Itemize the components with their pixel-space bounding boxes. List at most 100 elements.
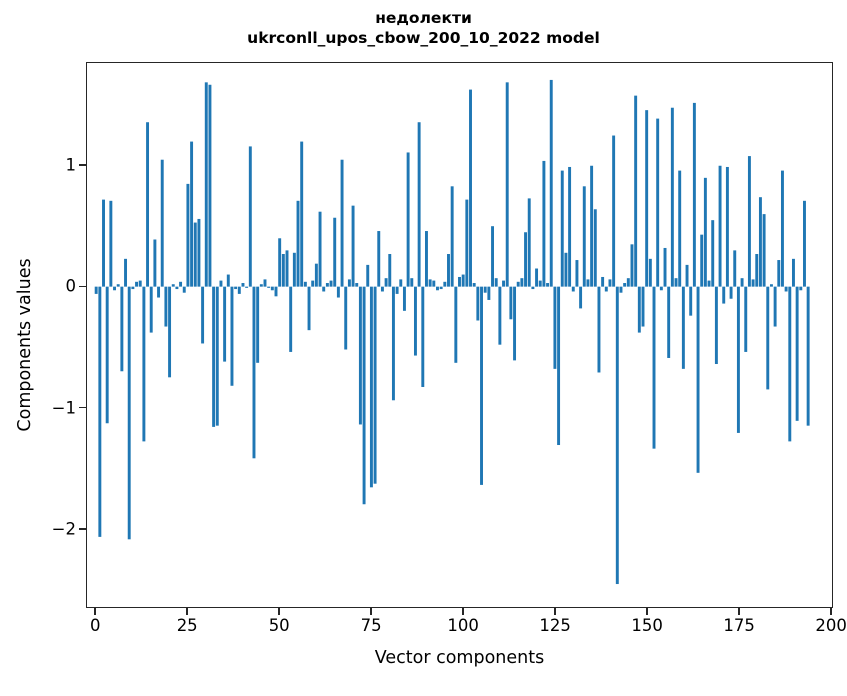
bar: [729, 286, 733, 299]
bar: [641, 286, 645, 327]
bar: [388, 254, 392, 287]
bar: [674, 278, 678, 287]
bar: [469, 89, 472, 287]
bar: [384, 278, 388, 287]
bar: [769, 284, 773, 287]
bar: [516, 281, 520, 287]
bar: [773, 286, 777, 327]
bar: [336, 286, 340, 298]
x-axis-label: Vector components: [374, 648, 545, 668]
bar: [491, 226, 494, 287]
bar: [648, 258, 652, 287]
x-tick-label: 100: [447, 616, 479, 635]
bar: [458, 276, 461, 287]
bar: [142, 286, 146, 442]
plot-area: [86, 62, 833, 608]
y-tick-mark: [79, 407, 86, 409]
bar: [428, 279, 432, 287]
bar: [267, 286, 271, 288]
bar: [391, 286, 395, 401]
y-tick-mark: [79, 164, 86, 166]
bar: [736, 286, 740, 433]
bar: [766, 286, 770, 390]
bar: [344, 286, 348, 350]
bar: [402, 286, 406, 311]
bar: [553, 286, 557, 369]
bar: [696, 286, 700, 473]
bar: [94, 286, 98, 294]
bar: [410, 278, 414, 287]
bar: [472, 283, 476, 287]
bar: [333, 217, 337, 287]
bar: [160, 159, 164, 287]
bar: [131, 286, 135, 290]
bar: [138, 280, 142, 287]
x-tick-label: 125: [539, 616, 571, 635]
bar: [667, 286, 671, 358]
bar: [788, 286, 792, 442]
bar: [450, 186, 454, 287]
bar: [447, 254, 450, 287]
bar: [597, 286, 601, 373]
bar: [436, 286, 439, 291]
bar: [582, 186, 586, 287]
bar: [380, 286, 384, 292]
bar: [494, 278, 498, 287]
bar: [461, 274, 465, 287]
bar: [498, 286, 502, 345]
x-tick-mark: [278, 608, 280, 615]
bar: [168, 286, 172, 378]
bar: [601, 276, 605, 287]
bar: [373, 286, 377, 484]
bar: [626, 278, 630, 287]
bar: [692, 102, 696, 287]
bar: [300, 141, 304, 287]
bar: [439, 286, 443, 290]
bar: [212, 286, 216, 427]
x-tick-mark: [462, 608, 464, 615]
bar: [208, 84, 212, 287]
bar: [685, 264, 689, 287]
bar: [571, 286, 575, 292]
bar: [241, 283, 245, 287]
bar: [700, 234, 704, 287]
bar: [281, 254, 285, 287]
bar: [513, 286, 517, 361]
bar: [237, 286, 241, 294]
bar: [153, 239, 157, 287]
bar: [681, 286, 685, 369]
bar: [568, 166, 572, 287]
bar: [425, 231, 428, 287]
bar: [799, 286, 803, 291]
bar: [707, 280, 711, 287]
bar: [590, 165, 594, 287]
bar: [116, 284, 120, 287]
bar: [604, 286, 608, 292]
bar: [358, 286, 362, 425]
bar: [303, 281, 307, 287]
bar: [806, 286, 810, 426]
x-tick-label: 200: [815, 616, 847, 635]
bar: [377, 231, 381, 287]
bar: [120, 286, 124, 372]
bar: [274, 286, 278, 297]
bar: [432, 280, 436, 287]
bar: [703, 177, 707, 287]
x-tick-label: 150: [631, 616, 663, 635]
bar: [102, 199, 105, 287]
bar: [557, 286, 561, 446]
bar: [531, 286, 535, 290]
x-tick-mark: [830, 608, 832, 615]
bar: [98, 286, 102, 537]
bar: [417, 122, 421, 287]
bar: [340, 159, 344, 287]
bar: [399, 279, 403, 287]
bar: [443, 281, 447, 287]
bar: [780, 170, 784, 287]
bar: [296, 200, 300, 287]
bar: [689, 286, 693, 316]
x-tick-mark: [186, 608, 188, 615]
bar: [476, 286, 480, 321]
bar: [421, 286, 425, 387]
